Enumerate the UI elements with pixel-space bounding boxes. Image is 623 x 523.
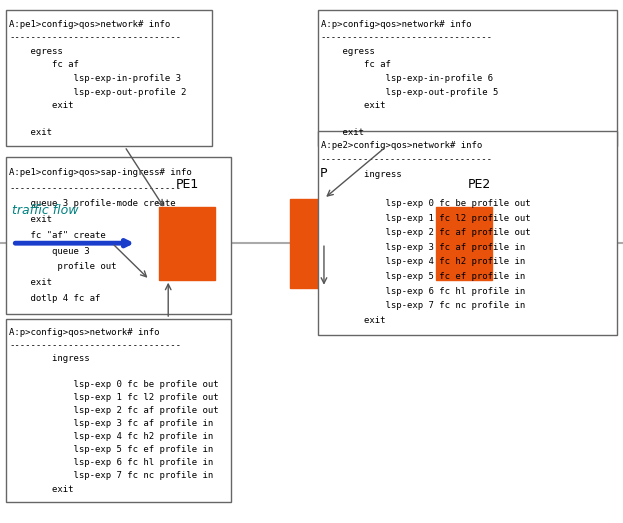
Text: lsp-exp-out-profile 2: lsp-exp-out-profile 2 xyxy=(9,87,187,97)
Text: ingress: ingress xyxy=(321,170,401,179)
Bar xyxy=(290,199,358,288)
Text: traffic flow: traffic flow xyxy=(12,204,79,218)
Text: lsp-exp 3 fc af profile in: lsp-exp 3 fc af profile in xyxy=(9,419,214,428)
Circle shape xyxy=(482,221,534,265)
Text: lsp-exp 2 fc af profile out: lsp-exp 2 fc af profile out xyxy=(9,406,219,415)
Text: exit: exit xyxy=(9,128,52,138)
Text: lsp-exp-in-profile 3: lsp-exp-in-profile 3 xyxy=(9,74,181,83)
Text: lsp-exp 6 fc hl profile in: lsp-exp 6 fc hl profile in xyxy=(9,458,214,468)
Text: --------------------------------: -------------------------------- xyxy=(9,184,181,193)
Text: A:pe1>config>qos>network# info: A:pe1>config>qos>network# info xyxy=(9,19,171,29)
Text: lsp-exp 7 fc nc profile in: lsp-exp 7 fc nc profile in xyxy=(321,301,525,310)
Text: --------------------------------: -------------------------------- xyxy=(9,340,181,350)
Text: fc af: fc af xyxy=(321,60,391,70)
Text: exit: exit xyxy=(321,101,386,110)
Text: queue 3: queue 3 xyxy=(9,246,90,256)
Text: fc af: fc af xyxy=(9,60,79,70)
Text: queue 3 profile-mode create: queue 3 profile-mode create xyxy=(9,199,176,209)
Bar xyxy=(318,131,617,335)
Circle shape xyxy=(117,221,169,265)
Text: A:pe2>config>qos>network# info: A:pe2>config>qos>network# info xyxy=(321,141,482,150)
Text: exit: exit xyxy=(9,484,74,494)
Text: exit: exit xyxy=(9,215,52,224)
Text: lsp-exp 0 fc be profile out: lsp-exp 0 fc be profile out xyxy=(321,199,530,208)
Text: --------------------------------: -------------------------------- xyxy=(321,33,493,42)
Text: P: P xyxy=(320,167,328,180)
Text: lsp-exp 0 fc be profile out: lsp-exp 0 fc be profile out xyxy=(9,380,219,389)
Bar xyxy=(159,207,215,280)
Text: lsp-exp-out-profile 5: lsp-exp-out-profile 5 xyxy=(321,87,498,97)
Text: A:p>config>qos>network# info: A:p>config>qos>network# info xyxy=(321,19,472,29)
Text: profile out: profile out xyxy=(9,262,117,271)
Text: ingress: ingress xyxy=(9,354,90,363)
Text: lsp-exp 5 fc ef profile in: lsp-exp 5 fc ef profile in xyxy=(321,272,525,281)
Text: A:p>config>qos>network# info: A:p>config>qos>network# info xyxy=(9,327,160,337)
Text: egress: egress xyxy=(321,47,374,56)
Text: exit: exit xyxy=(321,316,386,325)
Text: egress: egress xyxy=(9,47,63,56)
Text: lsp-exp 4 fc h2 profile in: lsp-exp 4 fc h2 profile in xyxy=(321,257,525,266)
Text: lsp-exp 2 fc af profile out: lsp-exp 2 fc af profile out xyxy=(321,228,530,237)
Text: A:pe1>config>qos>sap-ingress# info: A:pe1>config>qos>sap-ingress# info xyxy=(9,168,192,177)
Text: --------------------------------: -------------------------------- xyxy=(9,33,181,42)
Bar xyxy=(6,10,212,146)
Bar xyxy=(6,157,231,314)
Text: PE1: PE1 xyxy=(175,178,199,191)
Text: lsp-exp 6 fc hl profile in: lsp-exp 6 fc hl profile in xyxy=(321,287,525,295)
Text: lsp-exp-in-profile 6: lsp-exp-in-profile 6 xyxy=(321,74,493,83)
Text: --------------------------------: -------------------------------- xyxy=(321,155,493,164)
Bar xyxy=(436,207,492,280)
Text: lsp-exp 4 fc h2 profile in: lsp-exp 4 fc h2 profile in xyxy=(9,432,214,441)
Text: exit: exit xyxy=(9,101,74,110)
Text: fc "af" create: fc "af" create xyxy=(9,231,106,240)
Bar xyxy=(6,319,231,502)
Text: lsp-exp 5 fc ef profile in: lsp-exp 5 fc ef profile in xyxy=(9,445,214,454)
Text: exit: exit xyxy=(9,278,52,287)
Text: exit: exit xyxy=(321,128,364,138)
Text: PE2: PE2 xyxy=(468,178,492,191)
Bar xyxy=(318,10,617,146)
Text: lsp-exp 7 fc nc profile in: lsp-exp 7 fc nc profile in xyxy=(9,471,214,481)
Text: lsp-exp 3 fc af profile in: lsp-exp 3 fc af profile in xyxy=(321,243,525,252)
Text: lsp-exp 1 fc l2 profile out: lsp-exp 1 fc l2 profile out xyxy=(321,214,530,223)
Text: dotlp 4 fc af: dotlp 4 fc af xyxy=(9,293,101,303)
Text: lsp-exp 1 fc l2 profile out: lsp-exp 1 fc l2 profile out xyxy=(9,393,219,402)
